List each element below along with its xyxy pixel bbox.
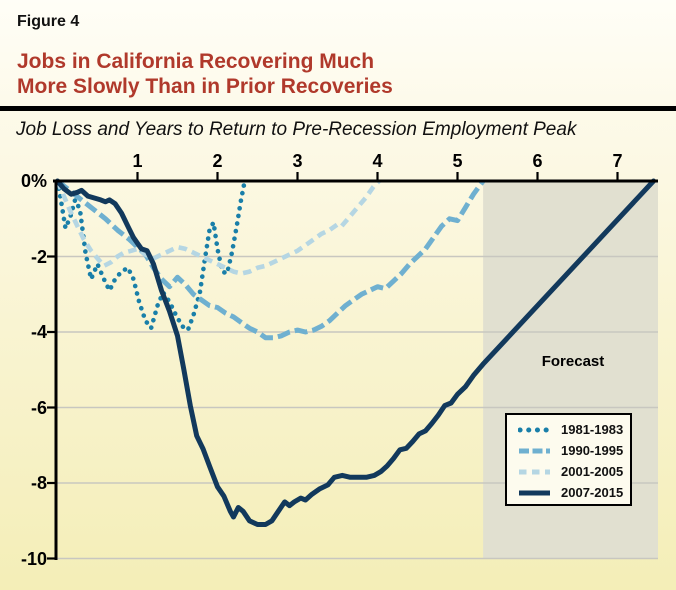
series-line-2001-2005 [55, 179, 381, 276]
x-axis-tick-label: 2 [212, 151, 223, 171]
figure-label: Figure 4 [17, 13, 80, 30]
y-axis-tick-label: -2 [30, 246, 47, 267]
chart-title-line2: More Slowly Than in Prior Recoveries [17, 75, 393, 98]
chart-subtitle: Job Loss and Years to Return to Pre-Rece… [16, 119, 577, 140]
legend-label: 1990-1995 [561, 443, 624, 458]
x-axis-tick-label: 5 [452, 151, 463, 171]
y-axis-tick-label: -6 [30, 397, 47, 418]
legend-swatch-1981-1983 [518, 427, 551, 432]
legend-swatch-2001-2005 [519, 469, 550, 474]
y-axis-tick-label: -10 [20, 548, 47, 569]
legend-swatch-1990-1995 [519, 448, 550, 453]
legend: 1981-1983 1990-1995 2001-2005 2007-2015 [505, 413, 632, 506]
legend-item: 1981-1983 [507, 419, 630, 440]
x-axis-tick-label: 3 [292, 151, 303, 171]
x-axis-tick-label: 1 [132, 151, 143, 171]
legend-item: 2007-2015 [507, 482, 630, 503]
series-line-2007-2015 [55, 178, 656, 527]
y-axis-tick-label: -4 [30, 322, 47, 342]
x-axis-tick-label: 6 [532, 151, 543, 171]
divider-rule [0, 106, 676, 111]
y-axis-tick-label: 0% [20, 171, 47, 191]
legend-label: 1981-1983 [561, 422, 624, 437]
series-line-1990-1995 [55, 179, 486, 341]
chart-title-line1: Jobs in California Recovering Much [17, 50, 375, 73]
legend-item: 1990-1995 [507, 440, 630, 461]
series-line-1981-1983 [55, 178, 247, 333]
legend-item: 2001-2005 [507, 461, 630, 482]
x-axis-tick-label: 7 [612, 151, 623, 171]
legend-label: 2007-2015 [561, 485, 624, 500]
forecast-region-label: Forecast [541, 353, 605, 370]
legend-swatch-2007-2015 [519, 490, 550, 495]
y-axis-tick-label: -8 [30, 473, 47, 493]
chart-title: Jobs in California Recovering Much More … [17, 49, 393, 99]
x-axis-tick-label: 4 [372, 151, 383, 171]
legend-label: 2001-2005 [561, 464, 624, 479]
